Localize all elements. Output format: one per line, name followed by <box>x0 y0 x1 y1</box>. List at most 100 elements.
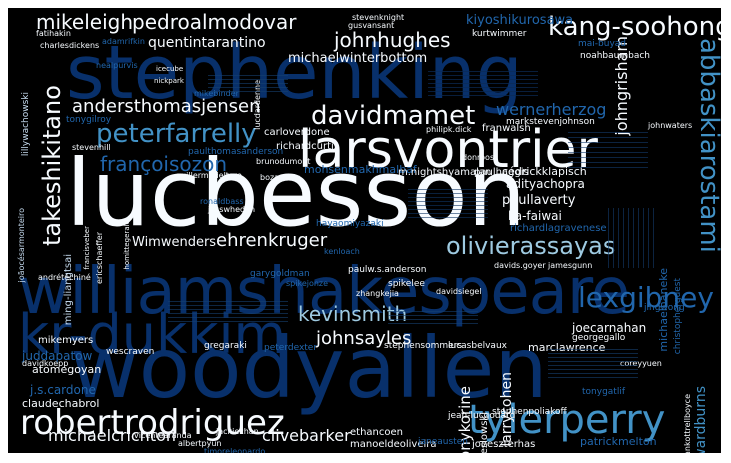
cloud-word: richardlagravenese <box>510 223 607 234</box>
cloud-word: josswhedon <box>208 205 256 214</box>
cloud-word: mikebinder <box>194 89 239 98</box>
cloud-word: paulw.s.anderson <box>348 265 427 275</box>
cloud-word: frankottrellboyce <box>683 394 692 453</box>
cloud-word: peterdexter <box>264 343 318 353</box>
cloud-word: adityachopra <box>506 177 585 191</box>
cloud-word: zhangkejia <box>356 289 399 298</box>
word-cloud: stephenking lucbesson woodyallen william… <box>8 8 721 453</box>
cloud-word: carloverdone <box>264 127 330 138</box>
cloud-word: vicentearanda <box>134 431 192 440</box>
cloud-word: ericschaeffer <box>95 232 104 285</box>
cloud-word: johnhughes <box>334 28 451 52</box>
cloud-word: pedroalmodovar <box>132 10 297 34</box>
cloud-word: adamrifkin <box>102 37 145 46</box>
cloud-word: abbaskiarostami <box>694 38 721 253</box>
cloud-word: jean-lucgodard <box>448 411 516 421</box>
cloud-word: patrickmelton <box>580 435 657 448</box>
cloud-word: davidsiegel <box>436 287 482 296</box>
cloud-word: larsvontrier <box>298 120 598 180</box>
cloud-word: hayaomiyazaki <box>316 219 384 229</box>
cloud-word: wernerherzog <box>496 100 607 119</box>
cloud-word: christopherguest <box>673 278 683 355</box>
cloud-word: stephenpoliakoff <box>492 407 567 417</box>
cloud-word: michaelhaneke <box>657 268 670 352</box>
cloud-word: charlesdickens <box>40 41 100 50</box>
cloud-word: michaelwinterbottom <box>288 51 428 66</box>
cloud-word: joecarnahan <box>572 321 647 335</box>
cloud-word: takeshikitano <box>38 85 66 246</box>
cloud-word: markstevenjohnson <box>506 117 595 127</box>
cloud-word: icecube <box>156 65 184 73</box>
cloud-word: kurtwimmer <box>472 29 527 39</box>
cloud-word: juddapatow <box>22 349 93 363</box>
cloud-word: jamesgunn <box>548 261 593 270</box>
cloud-word: wescraven <box>106 347 155 357</box>
cloud-word: francisveber <box>83 226 91 270</box>
cloud-word: spikelee <box>388 279 425 289</box>
cloud-word: cédrickklapisch <box>502 165 587 178</box>
cloud-word: ka-faiwai <box>508 209 562 223</box>
cloud-word: mai-buyad <box>578 39 627 49</box>
cloud-word: ronaldbass <box>200 197 244 206</box>
cloud-word: davidkoepp <box>22 359 69 368</box>
cloud-word: fatihakin <box>36 29 71 38</box>
cloud-word: timoreleonardo <box>204 447 266 454</box>
cloud-word: olivierassayas <box>446 232 616 260</box>
cloud-word: ming-liangtsai <box>63 254 74 326</box>
cloud-word: georgegallo <box>572 333 626 343</box>
cloud-word: garygoldman <box>250 269 310 279</box>
cloud-word: nealpurvis <box>96 61 138 70</box>
cloud-word: woodyallen <box>70 319 548 417</box>
cloud-word: kang-soohong <box>548 12 721 42</box>
cloud-word: lucasbelvaux <box>448 341 507 351</box>
cloud-word: paullaverty <box>502 193 576 208</box>
cloud-word: manoeldeoliveira <box>350 439 437 450</box>
cloud-word: albertpyun <box>178 439 222 448</box>
cloud-word: gusvansant <box>348 21 395 30</box>
cloud-word: quentintarantino <box>148 35 266 51</box>
cloud-word: kevinsmith <box>298 302 408 326</box>
cloud-word: andersthomasjensen <box>72 96 261 117</box>
cloud-word: marclawrence <box>528 341 606 354</box>
cloud-word: gregaraki <box>204 341 247 351</box>
cloud-word: joeeszterhas <box>472 439 536 450</box>
cloud-word: ethancoen <box>350 427 403 438</box>
cloud-word: homittegerald <box>123 220 131 270</box>
cloud-word: johnwaters <box>648 121 693 130</box>
cloud-word: mohsenmakhmalbaf <box>304 163 417 176</box>
cloud-word: claudechabrol <box>22 397 100 410</box>
cloud-word: jackiechan <box>216 427 259 436</box>
cloud-word: spikejonze <box>286 279 329 288</box>
cloud-word: guillermodeltoro <box>176 171 242 180</box>
cloud-word: tonygilroy <box>66 115 112 125</box>
cloud-word: davidmamet <box>311 101 476 131</box>
cloud-word: paulthomasanderson <box>188 147 284 157</box>
cloud-word: noahbaumbach <box>580 51 651 61</box>
cloud-word: michaelcrichton <box>48 426 177 445</box>
cloud-word: jingwong <box>644 303 685 313</box>
cloud-word: tylerperry <box>468 397 666 443</box>
cloud-word: donroos <box>462 153 495 162</box>
cloud-word: lexgibney <box>578 281 714 314</box>
cloud-word: coreyyuen <box>620 359 662 368</box>
cloud-word: stevenknight <box>352 13 405 22</box>
cloud-word: brunodumont <box>256 157 311 166</box>
cloud-word: andrétéchiné <box>38 273 91 282</box>
cloud-word: françoisozon <box>100 152 228 176</box>
cloud-word: bozayakin <box>260 173 301 182</box>
cloud-word: franwalsh <box>482 123 531 134</box>
cloud-word: robertrodriguez <box>20 403 285 443</box>
cloud-word: tonygatlif <box>582 387 625 397</box>
cloud-word: j.s.cardone <box>30 383 96 397</box>
cloud-word: atomegoyan <box>32 363 102 376</box>
cloud-word: clivebarker <box>262 426 351 445</box>
cloud-word: mikeleigh <box>36 10 134 34</box>
cloud-word: lucdardenne <box>253 80 262 130</box>
cloud-word: mikemyers <box>38 335 94 346</box>
cloud-word: ehrenkruger <box>216 230 328 251</box>
cloud-word: joãocésarmonteiro <box>17 208 26 283</box>
cloud-word: kiyoshikurosawa <box>466 13 574 28</box>
cloud-word: lillywachowski <box>21 92 31 157</box>
cloud-word: stephensommers <box>384 341 463 351</box>
